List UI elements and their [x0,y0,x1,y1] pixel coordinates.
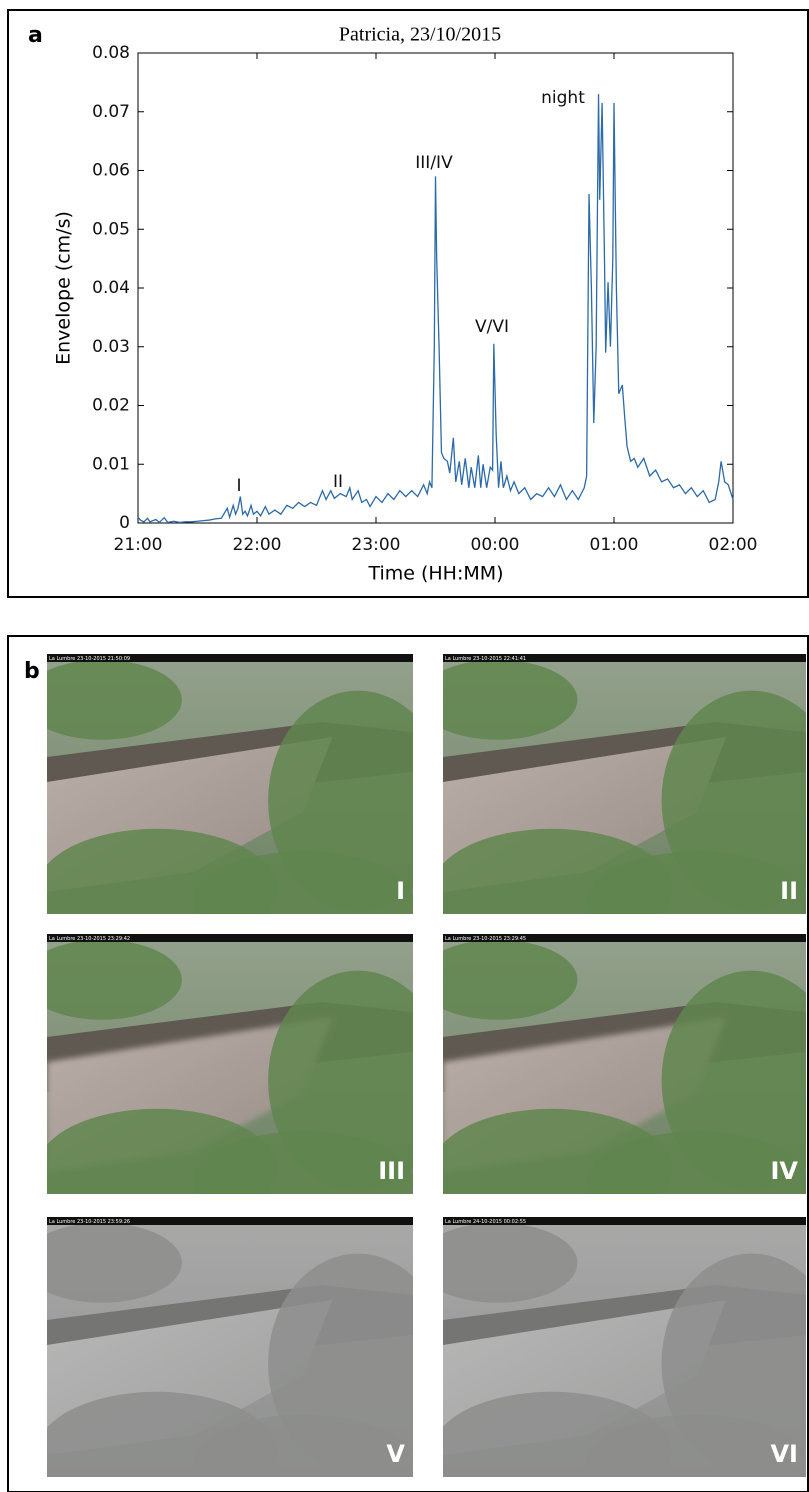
plot: 0 0.01 0.02 0.03 0.04 0.05 0.06 0.07 0.08 21:00 22… [92,43,757,555]
photo-caption: La Lumbre 23-10-2015 21:50:09 [49,656,130,662]
x-axis-label: Time (HH:MM) [367,563,503,585]
photo [443,942,806,1194]
chart-title: Patricia, 23/10/2015 [339,24,501,46]
haze [443,942,806,1194]
bush [443,662,578,740]
haze [443,1225,806,1477]
photo-label: VI [770,1440,798,1468]
photo-label: IV [770,1157,798,1185]
photo-content [443,662,806,914]
photo-caption: La Lumbre 23-10-2015 23:59:26 [49,1219,130,1225]
x-tick-label: 23:00 [352,535,401,555]
photo-content [47,662,413,914]
y-tick-label: 0.05 [92,219,130,239]
y-tick-label: 0.01 [92,454,130,474]
plot-frame [137,52,734,524]
peak-annotation: III/IV [415,153,453,173]
peak-annotation: night [541,88,585,108]
haze [47,942,413,1194]
bush [587,1131,806,1194]
photo-caption: La Lumbre 23-10-2015 22:41:41 [445,656,526,662]
photo-content [47,942,413,1194]
photo-content [47,1225,413,1477]
y-axis-label: Envelope (cm/s) [53,211,75,365]
y-tick-label: 0.04 [92,278,130,298]
caption-bar [47,934,413,942]
photo-label: V [386,1440,405,1468]
caption-bar [443,1217,806,1225]
photo-caption: La Lumbre 23-10-2015 23:29:42 [49,936,130,942]
x-tick-label: 21:00 [114,535,163,555]
bush [587,851,806,914]
photo-label: I [396,877,405,905]
bush [47,662,182,740]
photo-label: III [378,1157,405,1185]
haze [47,1225,413,1477]
photo-content [443,942,806,1194]
photo-caption: La Lumbre 24-10-2015 00:02:55 [445,1219,526,1225]
caption-bar [47,1217,413,1225]
photo-grid: La Lumbre 23-10-2015 21:50:09 I La Lumbre … [47,654,806,1477]
caption-bar [443,654,806,662]
y-tick-label: 0.03 [92,337,130,357]
x-tick-label: 01:00 [590,535,639,555]
y-tick-label: 0.07 [92,102,130,122]
x-tick-label: 22:00 [233,535,282,555]
y-tick-label: 0.08 [92,43,130,63]
bush [443,942,578,1020]
x-tick-label: 02:00 [709,535,758,555]
peak-annotation: V/VI [475,317,509,337]
photo [443,1225,806,1477]
panel-label: b [24,659,40,684]
panel-frame [7,9,809,598]
bush [47,942,182,1020]
bush [193,851,413,914]
envelope-line [137,94,734,524]
photo [443,662,806,914]
y-tick-label: 0 [119,513,130,533]
panel-frame [7,635,809,1492]
photo [47,662,413,914]
panel-label: a [28,23,43,48]
photo-label: II [780,877,798,905]
photo [47,942,413,1194]
bush [193,1131,413,1194]
y-tick-label: 0.02 [92,396,130,416]
haze [443,662,806,914]
peak-annotation: II [333,472,343,492]
photo [47,1225,413,1477]
photo-content [443,1225,806,1477]
peak-annotation: I [236,476,241,496]
caption-bar [47,654,413,662]
x-tick-label: 00:00 [471,535,520,555]
photo-caption: La Lumbre 23-10-2015 23:29:45 [445,936,526,942]
y-tick-label: 0.06 [92,161,130,181]
haze [47,662,413,914]
caption-bar [443,934,806,942]
